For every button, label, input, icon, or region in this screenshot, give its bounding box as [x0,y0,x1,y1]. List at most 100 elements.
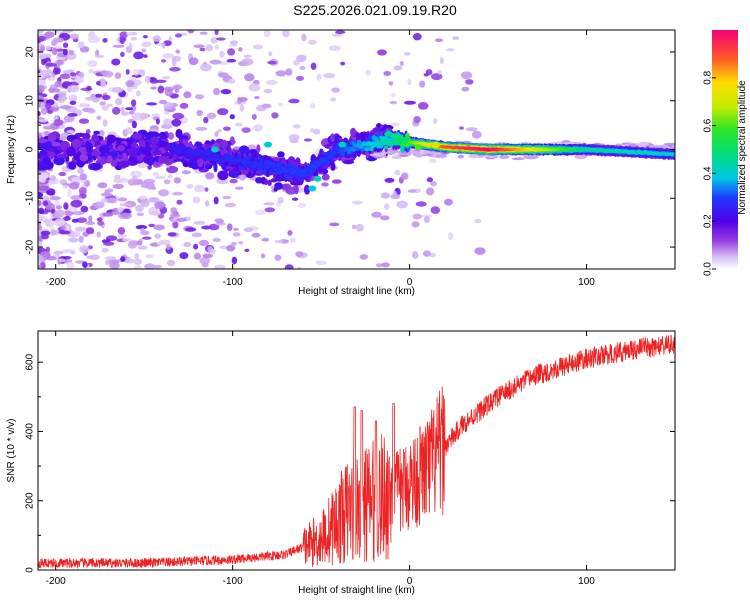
noise-speck [329,222,340,227]
noise-speck [235,186,244,190]
noise-speck [59,105,72,110]
band-halo [663,142,675,146]
noise-speck [169,213,181,218]
noise-speck [186,184,194,189]
y-tick-label: -10 [25,191,36,206]
noise-speck [39,55,46,59]
noise-speck [52,47,58,56]
x-tick-label: -100 [223,277,243,288]
noise-speck [203,116,209,124]
ridge-mark [272,163,277,167]
ridge-mark [266,164,271,168]
noise-speck [390,193,401,200]
noise-speck [38,199,42,207]
x-tick-label: -200 [46,277,66,288]
noise-speck [321,182,329,187]
noise-speck [38,85,45,93]
noise-speck [40,230,51,236]
noise-speck [72,210,85,216]
hot-spot [432,141,441,148]
noise-speck [288,98,300,104]
band-blob [79,154,89,162]
noise-speck [152,35,161,42]
noise-speck [67,81,80,87]
noise-speck [85,221,96,226]
noise-speck [137,69,146,77]
noise-speck [58,258,66,263]
noise-speck [176,199,183,205]
noise-speck [214,30,219,36]
noise-speck [202,253,213,259]
noise-speck [303,138,312,142]
y-tick-label: 10 [25,95,36,107]
noise-speck [288,134,300,141]
noise-speck [112,177,123,184]
noise-speck [244,248,250,252]
noise-speck [380,192,390,199]
noise-speck [309,103,316,109]
noise-speck [389,100,398,105]
noise-speck [214,44,219,50]
noise-speck [205,44,213,52]
noise-speck [38,236,42,243]
noise-speck [431,73,443,81]
noise-speck [57,93,67,97]
ridge-mark [367,141,373,146]
band-blob [152,149,162,155]
noise-speck [45,45,52,51]
noise-speck [298,202,306,209]
noise-speck [104,256,117,261]
noise-speck [38,118,49,123]
ridge-mark [313,165,318,169]
noise-speck [58,230,70,235]
noise-speck [193,44,205,48]
noise-speck [38,36,47,40]
noise-speck [425,187,435,196]
heatmap-layer [38,30,675,269]
noise-speck [112,107,121,115]
noise-speck [53,67,59,75]
noise-speck [238,241,243,245]
noise-speck [61,249,73,254]
band-halo [392,155,402,160]
x-tick-label: 100 [578,576,595,587]
noise-speck [163,101,174,110]
ridge-mark [208,151,213,155]
noise-speck [38,72,47,80]
noise-speck [117,227,126,235]
band-halo [574,154,588,160]
colorbar-tick-label: 0.4 [703,166,714,180]
band-blob [41,141,46,148]
y-axis-label: Frequency (Hz) [6,115,17,184]
noise-speck [120,106,125,113]
noise-speck [243,54,252,58]
band-blob [280,183,292,191]
noise-speck [191,232,203,238]
noise-speck [125,80,135,88]
noise-speck [377,49,387,56]
noise-speck [70,195,82,201]
noise-speck [106,239,111,243]
band-blob [71,138,83,148]
noise-speck [46,188,56,196]
noise-speck [274,239,284,244]
y-tick-label: 0 [25,146,36,152]
noise-speck [153,175,166,180]
noise-speck [56,59,64,66]
noise-speck [232,232,241,237]
noise-speck [241,58,254,66]
band-blob [42,157,51,166]
band-blob [47,151,56,158]
ridge-mark [262,169,267,173]
noise-speck [185,227,197,232]
noise-speck [278,102,284,107]
hot-spot [308,185,317,192]
noise-speck [417,102,429,110]
noise-speck [55,205,63,210]
noise-speck [404,100,416,105]
noise-speck [152,172,160,176]
noise-speck [62,256,72,260]
ridge-mark [292,165,297,169]
noise-speck [439,57,444,64]
noise-speck [471,130,482,139]
